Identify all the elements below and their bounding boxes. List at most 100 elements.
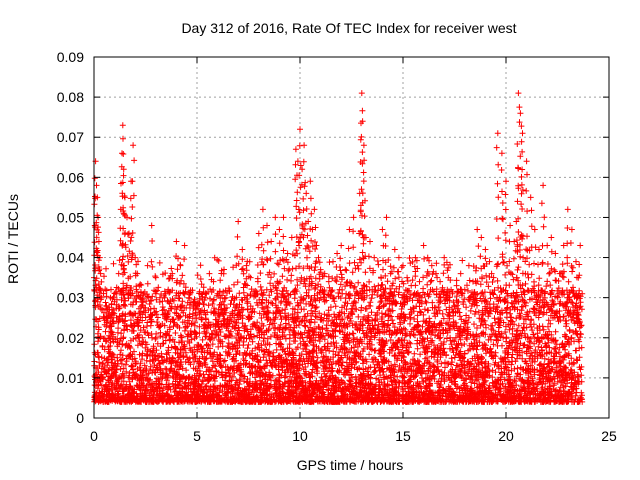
data-point [457, 336, 464, 343]
data-point [103, 293, 110, 300]
data-point [525, 274, 532, 281]
data-point [491, 315, 498, 322]
data-point [407, 320, 413, 327]
data-point [145, 332, 152, 339]
data-point [197, 276, 204, 282]
data-point [215, 257, 222, 264]
data-point [388, 331, 395, 338]
data-point [335, 352, 342, 359]
data-point [530, 305, 537, 312]
data-point [489, 279, 496, 285]
data-point [454, 289, 461, 296]
data-point [483, 279, 490, 286]
data-point [264, 257, 271, 264]
data-point [191, 322, 198, 329]
data-point [362, 305, 369, 312]
data-point [434, 274, 441, 281]
data-point [514, 355, 520, 362]
data-point [337, 267, 344, 274]
data-point [147, 305, 154, 312]
data-point [409, 277, 416, 284]
data-point [529, 327, 536, 334]
data-point [268, 377, 274, 384]
data-point [155, 284, 162, 291]
data-point [244, 345, 251, 352]
data-point [199, 336, 206, 343]
data-point [205, 302, 212, 309]
data-point [172, 330, 179, 336]
data-point [255, 340, 262, 347]
data-point [316, 310, 323, 317]
data-point [394, 373, 401, 380]
data-point [423, 299, 430, 306]
data-point [273, 346, 280, 353]
data-point [122, 303, 129, 309]
data-point [547, 282, 554, 289]
data-point [479, 275, 486, 282]
data-point [231, 281, 237, 288]
data-point [257, 270, 264, 277]
data-point [180, 309, 187, 316]
data-point [244, 258, 251, 265]
data-point [386, 327, 393, 334]
data-point [471, 321, 477, 328]
data-point [103, 287, 110, 294]
data-point [110, 260, 117, 267]
data-point [395, 274, 402, 281]
data-point [424, 307, 431, 314]
data-point [210, 362, 217, 369]
data-point [327, 304, 334, 311]
data-point [453, 277, 460, 284]
data-point [547, 269, 553, 276]
data-point [181, 327, 188, 334]
data-point [264, 304, 271, 311]
data-point [196, 330, 203, 337]
data-point [427, 278, 434, 285]
data-point [502, 329, 509, 335]
data-point [543, 343, 549, 350]
data-point [202, 315, 209, 322]
data-point [103, 265, 109, 272]
data-point [492, 319, 499, 326]
data-point [221, 357, 228, 364]
data-point [501, 259, 507, 265]
data-point [348, 345, 355, 351]
data-point [211, 335, 218, 341]
data-point [375, 261, 382, 268]
data-points [91, 90, 586, 405]
data-point [204, 364, 210, 371]
data-point [411, 350, 418, 357]
data-point [182, 323, 189, 330]
data-point [355, 313, 362, 320]
data-point [417, 351, 424, 358]
data-point [349, 269, 356, 276]
data-point [154, 314, 161, 321]
data-point [471, 311, 478, 317]
data-point [311, 267, 318, 274]
data-point [135, 258, 141, 265]
data-point [102, 299, 109, 306]
data-point [398, 306, 405, 312]
data-point [489, 322, 496, 329]
data-point [528, 317, 535, 324]
data-point [225, 340, 232, 347]
data-point [251, 333, 257, 340]
data-point [228, 318, 235, 324]
data-point [134, 342, 141, 349]
data-point [347, 378, 354, 385]
data-point [247, 303, 254, 310]
data-point [468, 379, 475, 386]
data-point [276, 340, 283, 347]
data-point [188, 336, 195, 343]
data-point [154, 319, 160, 325]
data-point [546, 270, 553, 277]
data-point [526, 261, 533, 268]
data-point [249, 338, 256, 345]
data-point [536, 275, 543, 282]
data-point [133, 261, 140, 268]
data-point [400, 373, 406, 380]
data-point [245, 316, 252, 323]
data-point [332, 277, 339, 284]
data-point [136, 310, 143, 317]
